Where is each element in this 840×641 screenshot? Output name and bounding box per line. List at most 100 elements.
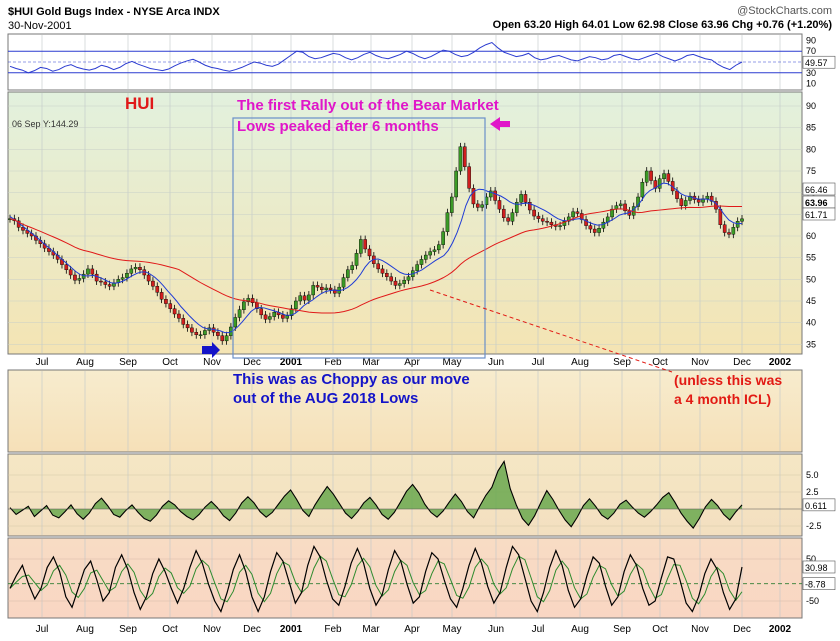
x-tick-label: Nov [203, 357, 221, 368]
rsi-y-tick: 30 [806, 68, 816, 78]
price-last-box [802, 182, 836, 196]
x-tick-label: Jul [36, 357, 49, 368]
price-candle [415, 264, 419, 271]
price-candle [636, 196, 640, 207]
price-candle [475, 203, 480, 208]
price-candle [177, 313, 181, 319]
x-tick-label: 2002 [769, 357, 792, 368]
price-candle [99, 280, 103, 283]
price-candle [354, 253, 359, 266]
price-candle [462, 146, 467, 167]
x-tick-label: Oct [652, 624, 668, 635]
price-candle [501, 208, 506, 218]
price-candle [566, 216, 571, 222]
x-tick-label: Feb [324, 357, 342, 368]
price-candle [198, 334, 203, 336]
price-candle [675, 190, 679, 199]
price-candle [523, 194, 528, 203]
rsi-line [9, 41, 743, 74]
rally-note-line1: The first Rally out of the Bear Market [237, 97, 499, 114]
price-last-label: 61.71 [805, 210, 828, 220]
price-candle [168, 303, 173, 310]
osc2-last-box [802, 577, 836, 590]
price-candle [120, 277, 125, 280]
price-candle [125, 273, 129, 278]
osc1-area [10, 461, 742, 529]
x-tick-label: Dec [733, 357, 751, 368]
x-tick-label: Oct [162, 624, 178, 635]
price-candle [315, 285, 320, 288]
price-candle [246, 298, 251, 303]
price-candle [657, 178, 662, 189]
price-candle [263, 314, 268, 320]
choppy-note-line2: out of the AUG 2018 Lows [233, 390, 418, 407]
x-tick-label: Sep [119, 357, 137, 368]
price-candle [649, 170, 653, 181]
price-candle [320, 286, 324, 290]
x-tick-label: Sep [119, 624, 137, 635]
price-candle [406, 276, 411, 281]
x-tick-label: Oct [162, 357, 178, 368]
price-candle [86, 268, 90, 275]
trend-dashed-line [429, 289, 673, 373]
price-candle [272, 312, 277, 317]
rsi-last-label: 49.57 [805, 58, 828, 68]
price-candle [220, 335, 225, 342]
rally-note-line2: Lows peaked after 6 months [237, 118, 439, 135]
price-candle [419, 259, 424, 265]
price-candle [480, 204, 484, 208]
price-candle [588, 225, 593, 230]
price-candle [705, 195, 710, 199]
x-tick-label: Jun [488, 357, 504, 368]
price-candle [445, 212, 450, 232]
choppy-note-line1: This was as Choppy as our move [233, 371, 470, 388]
x-tick-label: Mar [362, 357, 380, 368]
osc2-last-label: 30.98 [805, 563, 828, 573]
price-candle [324, 287, 328, 290]
x-tick-label: Aug [76, 624, 94, 635]
osc1-y-tick: 5.0 [806, 470, 819, 480]
x-tick-label: May [443, 624, 462, 635]
pink-arrow-icon [490, 117, 510, 131]
osc2-signal-line [9, 555, 743, 605]
price-candle [224, 335, 229, 342]
x-tick-label: Apr [404, 624, 420, 635]
price-candle [151, 280, 155, 287]
price-candle [601, 221, 606, 229]
x-tick-label: 2001 [280, 624, 303, 635]
price-candle [506, 217, 510, 222]
price-candle [194, 332, 199, 336]
price-candle [129, 268, 134, 274]
price-y-tick: 90 [806, 101, 816, 111]
price-candle [584, 219, 588, 226]
price-candle [449, 196, 454, 213]
price-candle [376, 263, 380, 270]
x-tick-label: Feb [324, 624, 342, 635]
sep-note: 06 Sep Y:144.29 [12, 119, 78, 129]
x-tick-label: Jun [488, 624, 504, 635]
price-last-label: 66.46 [805, 185, 828, 195]
price-candle [311, 285, 315, 296]
price-candle [731, 227, 736, 235]
price-candle [307, 294, 311, 301]
price-candle [467, 166, 471, 189]
price-candle [696, 199, 701, 203]
price-candle [493, 190, 497, 201]
price-candle [558, 225, 562, 227]
price-candle [181, 318, 186, 325]
osc1-y-tick: -2.5 [806, 521, 822, 531]
price-candle [21, 227, 25, 231]
price-candle [146, 274, 151, 282]
price-y-tick: 40 [806, 318, 816, 328]
rally-box [232, 117, 486, 359]
price-y-tick: 35 [806, 339, 816, 349]
price-y-tick: 60 [806, 231, 816, 241]
price-candle [688, 195, 692, 201]
price-candle [428, 251, 432, 256]
price-y-tick: 85 [806, 123, 816, 133]
price-candle [441, 231, 445, 245]
price-candle [618, 203, 623, 206]
price-candle [73, 274, 77, 281]
